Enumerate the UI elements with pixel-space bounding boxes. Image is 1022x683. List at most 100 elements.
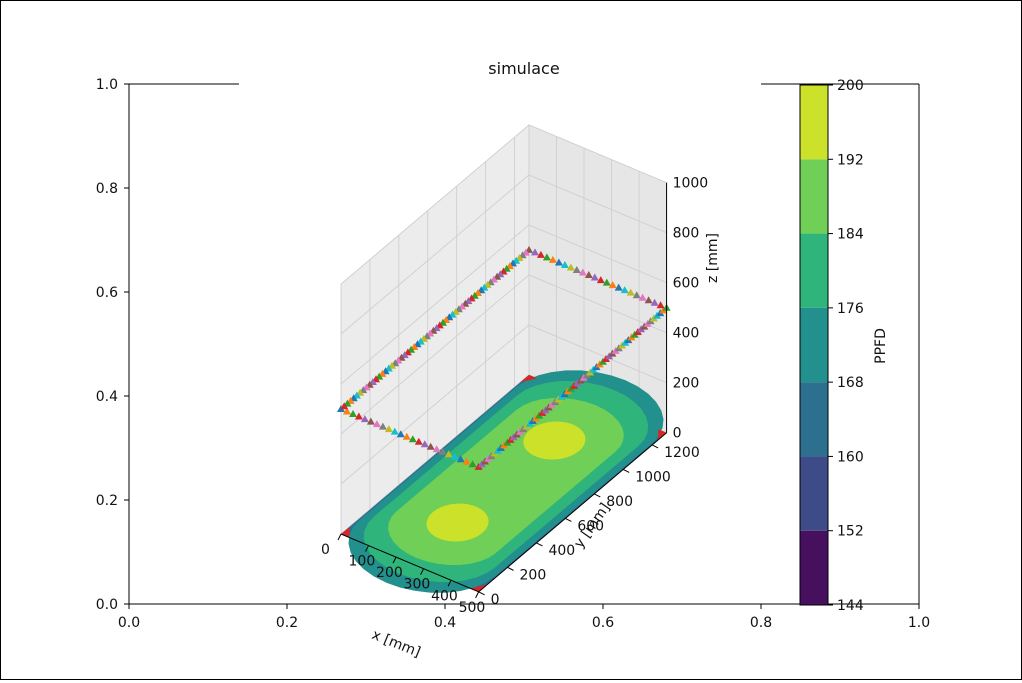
light-marker	[402, 432, 411, 440]
outer-y-tick-label: 0.8	[96, 181, 118, 197]
y-tick	[507, 566, 514, 571]
light-marker	[560, 261, 569, 268]
contour-hotspot-192	[523, 421, 586, 460]
contour-corner-low	[657, 429, 667, 441]
z-tick-label: 600	[673, 276, 700, 292]
colorbar-label: PPFD	[873, 328, 889, 364]
y-tick	[478, 591, 485, 596]
light-marker	[620, 286, 629, 294]
light-marker	[414, 437, 423, 445]
colorbar-tick-label: 144	[837, 598, 864, 614]
colorbar-band	[800, 456, 828, 531]
colorbar-tick-label: 160	[837, 449, 864, 465]
y-tick	[536, 542, 543, 547]
light-marker	[548, 255, 557, 263]
outer-x-tick-label: 0.6	[592, 615, 614, 631]
y-tick-label: 800	[606, 494, 633, 510]
x-axis-label: x [mm]	[370, 627, 423, 661]
colorbar-band	[800, 307, 828, 383]
colorbar: 144 152 160 168 176 184 192 200 PPFD	[799, 78, 889, 614]
z-tick-label: 800	[673, 226, 700, 242]
light-marker	[378, 422, 387, 430]
x-tick	[392, 556, 397, 564]
outer-y-tick-label: 0.0	[96, 597, 118, 613]
light-marker	[468, 460, 477, 468]
light-marker	[572, 266, 581, 273]
x-tick-label: 200	[376, 565, 403, 581]
light-marker	[360, 415, 369, 423]
light-marker	[650, 298, 659, 306]
x-tick-label: 400	[431, 588, 458, 604]
colorbar-band	[800, 233, 828, 308]
outer-x-tick-label: 0.0	[118, 615, 140, 631]
colorbar-tick-label: 200	[837, 78, 864, 94]
z-tick-label: 200	[673, 376, 700, 392]
light-marker	[432, 445, 441, 453]
outer-y-tick-label: 0.6	[96, 285, 118, 301]
light-marker	[366, 417, 375, 425]
colorbar-tick-label: 152	[837, 524, 864, 540]
outer-y-tick-label: 0.4	[96, 389, 118, 405]
outer-y-tick-label: 1.0	[96, 77, 118, 93]
light-marker	[420, 440, 429, 448]
outer-x-tick-label: 0.2	[276, 615, 298, 631]
light-marker	[614, 283, 623, 291]
outer-x-tick-label: 0.8	[750, 615, 772, 631]
light-marker	[626, 288, 635, 296]
light-marker	[408, 435, 417, 443]
y-tick-label: 1200	[664, 445, 700, 461]
colorbar-band	[800, 530, 828, 605]
light-marker	[349, 410, 357, 417]
light-marker	[566, 263, 575, 271]
z-tick-label: 400	[673, 326, 700, 342]
x-tick	[447, 580, 452, 587]
light-marker	[438, 447, 447, 455]
z-tick-label: 0	[673, 426, 682, 442]
x-axis-line	[340, 533, 479, 593]
y-tick-label: 400	[548, 543, 575, 559]
x-tick	[475, 591, 480, 599]
z-tick-label: 1000	[673, 176, 709, 192]
light-marker	[656, 301, 665, 309]
light-marker	[632, 291, 641, 299]
light-marker	[554, 258, 563, 266]
contour-corner-low	[520, 374, 538, 383]
outer-y-tick-label: 0.2	[96, 493, 118, 509]
outer-x-tick-label: 1.0	[908, 615, 930, 631]
outer-x-tick-label: 0.4	[434, 615, 456, 631]
colorbar-outline	[799, 84, 829, 606]
y-axis-line	[478, 432, 667, 593]
light-marker	[531, 248, 539, 256]
light-marker	[354, 412, 363, 420]
y-tick	[651, 444, 659, 449]
light-marker	[638, 293, 647, 301]
y-tick-label: 1000	[635, 469, 671, 485]
light-marker	[596, 276, 605, 284]
light-marker	[456, 455, 465, 463]
colorbar-tick-label: 184	[837, 227, 864, 243]
colorbar-tick-label: 168	[837, 375, 864, 391]
colorbar-band	[800, 85, 828, 160]
light-marker	[578, 268, 587, 276]
light-marker	[444, 450, 453, 458]
light-marker	[450, 452, 459, 460]
light-marker	[584, 271, 593, 278]
light-marker	[426, 442, 435, 450]
y-tick-label: 200	[520, 567, 547, 583]
light-marker	[644, 296, 653, 304]
light-marker	[462, 457, 471, 465]
chart-title: simulace	[488, 59, 559, 78]
y-tick	[565, 517, 572, 522]
y-tick	[622, 469, 630, 473]
z-axis-label: z [mm]	[705, 233, 721, 283]
x-tick-label: 500	[459, 600, 486, 616]
light-marker	[542, 253, 551, 261]
light-marker	[608, 281, 617, 289]
light-marker	[590, 273, 599, 281]
y-tick-label: 0	[491, 592, 500, 608]
x-tick-label: 0	[321, 542, 330, 558]
y-tick-label: 600	[577, 518, 604, 534]
outer-axes: 0.0 0.2 0.4 0.6 0.8 1.0 0.0 0.2 0.4 0.6 0.8 1.0	[96, 77, 930, 631]
